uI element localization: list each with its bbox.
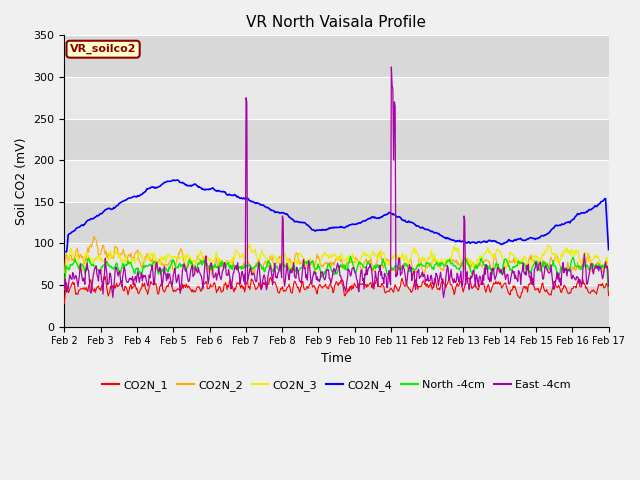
North -4cm bbox=[211, 264, 218, 270]
CO2N_2 bbox=[70, 254, 78, 260]
CO2N_2 bbox=[403, 263, 411, 269]
CO2N_3 bbox=[127, 261, 134, 267]
Bar bbox=[65, 36, 609, 77]
CO2N_3 bbox=[211, 257, 218, 263]
North -4cm bbox=[70, 260, 78, 265]
North -4cm bbox=[419, 263, 427, 269]
Bar bbox=[65, 202, 609, 243]
Bar bbox=[65, 160, 609, 202]
East -4cm bbox=[605, 283, 612, 289]
CO2N_2 bbox=[211, 261, 219, 267]
CO2N_1 bbox=[101, 274, 109, 279]
CO2N_1 bbox=[70, 280, 78, 286]
Line: East -4cm: East -4cm bbox=[65, 67, 609, 298]
East -4cm bbox=[70, 276, 78, 282]
Bar bbox=[65, 119, 609, 160]
North -4cm bbox=[605, 286, 612, 292]
CO2N_1 bbox=[211, 281, 219, 287]
North -4cm bbox=[61, 286, 68, 292]
East -4cm bbox=[211, 273, 219, 278]
Title: VR North Vaisala Profile: VR North Vaisala Profile bbox=[246, 15, 426, 30]
CO2N_4 bbox=[211, 187, 219, 193]
Text: VR_soilco2: VR_soilco2 bbox=[70, 44, 136, 54]
CO2N_2 bbox=[605, 282, 612, 288]
CO2N_4 bbox=[70, 228, 78, 234]
CO2N_4 bbox=[61, 249, 68, 254]
CO2N_1 bbox=[61, 300, 68, 306]
CO2N_2 bbox=[182, 265, 190, 271]
CO2N_3 bbox=[182, 258, 189, 264]
East -4cm bbox=[420, 272, 428, 277]
CO2N_3 bbox=[70, 253, 78, 259]
CO2N_3 bbox=[419, 258, 427, 264]
Line: CO2N_2: CO2N_2 bbox=[65, 236, 609, 285]
CO2N_1 bbox=[182, 281, 190, 287]
East -4cm bbox=[61, 286, 68, 291]
CO2N_1 bbox=[403, 283, 411, 289]
CO2N_3 bbox=[61, 278, 68, 284]
CO2N_3 bbox=[246, 241, 253, 247]
CO2N_4 bbox=[403, 219, 411, 225]
Line: CO2N_3: CO2N_3 bbox=[65, 244, 609, 281]
East -4cm bbox=[127, 276, 135, 281]
CO2N_1 bbox=[605, 293, 612, 299]
CO2N_2 bbox=[61, 270, 68, 276]
CO2N_2 bbox=[127, 250, 135, 256]
North -4cm bbox=[347, 254, 355, 260]
CO2N_2 bbox=[90, 233, 98, 239]
North -4cm bbox=[403, 262, 411, 268]
Bar bbox=[65, 77, 609, 119]
CO2N_3 bbox=[605, 277, 612, 283]
Line: CO2N_1: CO2N_1 bbox=[65, 276, 609, 303]
CO2N_3 bbox=[403, 259, 411, 264]
CO2N_4 bbox=[173, 177, 181, 183]
East -4cm bbox=[182, 266, 190, 272]
CO2N_1 bbox=[419, 278, 427, 284]
East -4cm bbox=[404, 268, 412, 274]
CO2N_1 bbox=[127, 282, 135, 288]
East -4cm bbox=[109, 295, 116, 300]
Legend: CO2N_1, CO2N_2, CO2N_3, CO2N_4, North -4cm, East -4cm: CO2N_1, CO2N_2, CO2N_3, CO2N_4, North -4… bbox=[98, 376, 575, 396]
CO2N_4 bbox=[605, 247, 612, 252]
Line: North -4cm: North -4cm bbox=[65, 257, 609, 289]
Bar bbox=[65, 285, 609, 326]
North -4cm bbox=[127, 260, 134, 265]
Line: CO2N_4: CO2N_4 bbox=[65, 180, 609, 252]
CO2N_4 bbox=[127, 195, 134, 201]
Y-axis label: Soil CO2 (mV): Soil CO2 (mV) bbox=[15, 137, 28, 225]
CO2N_2 bbox=[419, 270, 427, 276]
Bar bbox=[65, 243, 609, 285]
X-axis label: Time: Time bbox=[321, 352, 352, 365]
North -4cm bbox=[182, 268, 189, 274]
East -4cm bbox=[387, 64, 395, 70]
CO2N_4 bbox=[182, 182, 190, 188]
CO2N_4 bbox=[419, 225, 427, 231]
